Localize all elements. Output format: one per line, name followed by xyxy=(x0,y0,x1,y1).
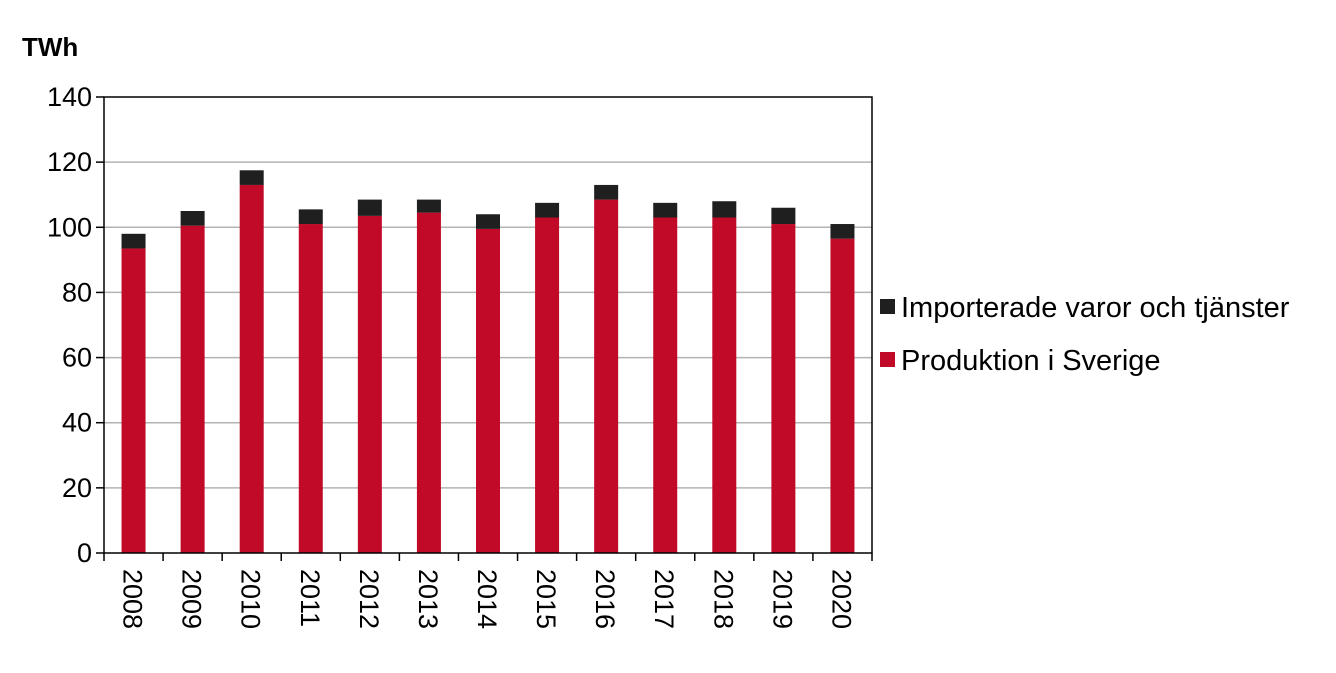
y-tick-label: 20 xyxy=(62,473,92,503)
axes: 0 20 40 60 80 100 120 140 2008 2009 2010 2011 2012 20… xyxy=(47,82,873,629)
bar-segment-produktion xyxy=(476,228,500,553)
y-axis-unit-label: TWh xyxy=(22,32,78,62)
bar-segment-produktion xyxy=(594,199,619,553)
bar-segment-produktion xyxy=(239,184,264,553)
legend-swatch xyxy=(880,299,895,314)
bar-segment-importerade xyxy=(476,214,500,229)
y-tick-label: 60 xyxy=(62,343,92,373)
bar-segment-importerade xyxy=(830,224,855,239)
bar-segment-produktion xyxy=(416,212,441,553)
bar-segment-produktion xyxy=(535,217,560,553)
bar-segment-importerade xyxy=(712,201,737,218)
bar-segment-produktion xyxy=(180,225,205,553)
y-tick-label: 40 xyxy=(62,408,92,438)
x-tick-label: 2011 xyxy=(295,569,325,627)
bar-segment-produktion xyxy=(830,238,855,553)
y-tick-label: 0 xyxy=(77,538,92,568)
x-tick-label: 2014 xyxy=(472,569,502,629)
bar-segment-produktion xyxy=(653,217,678,553)
bar-segment-importerade xyxy=(239,170,264,185)
x-tick-label: 2012 xyxy=(354,569,384,629)
x-tick-label: 2019 xyxy=(767,569,797,629)
x-tick-label: 2017 xyxy=(649,569,679,629)
legend: Importerade varor och tjänster Produktion… xyxy=(880,292,1290,377)
bar-segment-importerade xyxy=(416,199,441,213)
bar-segment-importerade xyxy=(298,209,323,225)
bar-segment-produktion xyxy=(298,224,323,553)
bar-segment-produktion xyxy=(121,248,146,553)
bar-segment-importerade xyxy=(594,184,619,200)
bar-segment-produktion xyxy=(771,224,796,553)
legend-label: Produktion i Sverige xyxy=(901,345,1161,377)
x-tick-label: 2015 xyxy=(531,569,561,629)
y-tick-label: 120 xyxy=(47,147,92,177)
x-tick-label: 2018 xyxy=(708,569,738,629)
y-tick-label: 80 xyxy=(62,277,92,307)
bar-segment-importerade xyxy=(535,202,560,218)
bar-segment-importerade xyxy=(357,199,382,216)
bar-segment-importerade xyxy=(653,202,678,218)
bar-segment-importerade xyxy=(180,211,205,226)
x-tick-label: 2010 xyxy=(236,569,266,629)
bar-segment-importerade xyxy=(121,233,146,249)
plot-frame xyxy=(103,96,873,554)
x-tick-label: 2009 xyxy=(177,569,207,629)
y-tick-label: 100 xyxy=(47,212,92,242)
x-tick-label: 2016 xyxy=(590,569,620,629)
legend-swatch xyxy=(880,352,895,367)
x-tick-label: 2008 xyxy=(118,569,148,629)
bar-segment-importerade xyxy=(771,207,796,225)
legend-label: Importerade varor och tjänster xyxy=(901,292,1290,324)
bars xyxy=(121,170,855,553)
x-tick-label: 2020 xyxy=(826,569,856,629)
bar-segment-produktion xyxy=(357,215,382,553)
y-tick-label: 140 xyxy=(47,82,92,112)
bar-segment-produktion xyxy=(712,217,737,553)
x-tick-label: 2013 xyxy=(413,569,443,629)
